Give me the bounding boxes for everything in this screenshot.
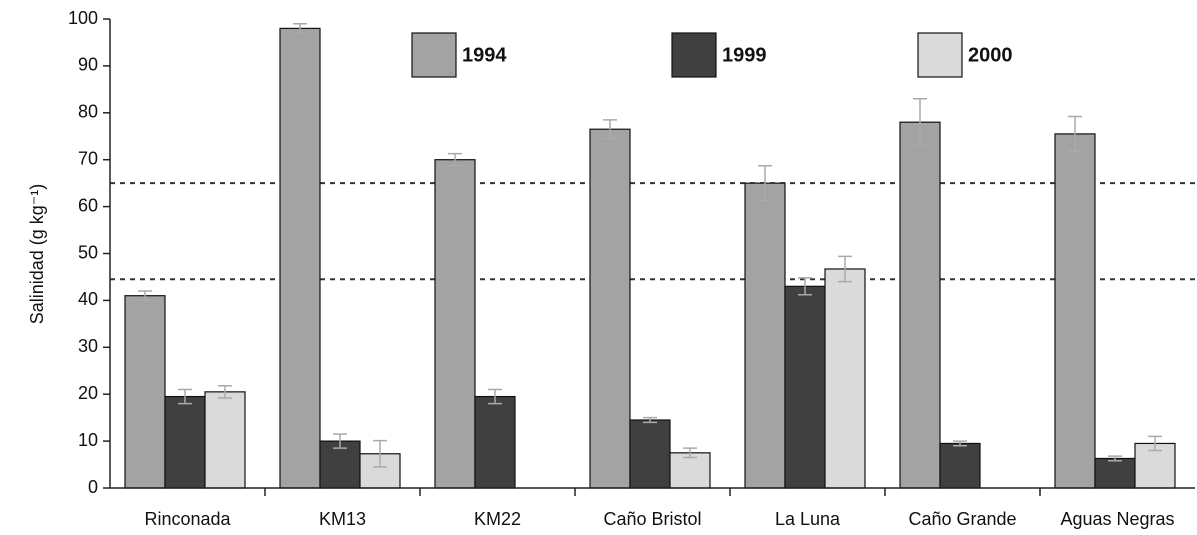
x-tick-label: Caño Bristol: [603, 509, 701, 529]
x-tick-label: KM22: [474, 509, 521, 529]
bar: [824, 268, 866, 489]
y-tick-label: 0: [88, 477, 98, 497]
x-tick-label: Caño Grande: [908, 509, 1016, 529]
x-tick-label: La Luna: [775, 509, 841, 529]
y-tick-label: 70: [78, 148, 98, 168]
bar: [899, 121, 941, 489]
x-tick-label: Aguas Negras: [1060, 509, 1174, 529]
error-bar: [643, 416, 657, 424]
error-bar: [913, 97, 927, 147]
legend-label: 1999: [722, 44, 767, 66]
y-tick-label: 50: [78, 242, 98, 262]
bar: [589, 128, 631, 489]
error-bar: [603, 119, 617, 140]
error-bar: [1148, 435, 1162, 452]
error-bar: [953, 440, 967, 447]
legend-swatch: [917, 32, 963, 78]
error-bar: [178, 388, 192, 405]
error-bar: [1068, 115, 1082, 153]
error-bar: [218, 385, 232, 399]
legend-swatch: [671, 32, 717, 78]
y-tick-label: 60: [78, 195, 98, 215]
error-bar: [838, 255, 852, 283]
error-bar: [798, 277, 812, 296]
y-tick-label: 100: [68, 8, 98, 28]
bar: [669, 452, 711, 489]
bar: [744, 182, 786, 489]
bar: [629, 419, 671, 489]
x-tick-label: Rinconada: [144, 509, 231, 529]
legend-label: 2000: [968, 44, 1013, 66]
bar: [784, 285, 826, 489]
bar: [124, 295, 166, 489]
bar: [204, 391, 246, 489]
error-bar: [683, 447, 697, 459]
bar: [434, 159, 476, 489]
y-tick-label: 20: [78, 383, 98, 403]
error-bar: [138, 290, 152, 302]
error-bar: [373, 439, 387, 468]
error-bar: [448, 152, 462, 167]
bar: [279, 27, 321, 489]
legend-label: 1994: [462, 44, 507, 66]
bar: [1094, 457, 1136, 489]
bar: [474, 395, 516, 489]
bar: [1054, 133, 1096, 489]
bar: [939, 442, 981, 489]
error-bar: [758, 165, 772, 202]
y-tick-label: 90: [78, 55, 98, 75]
y-tick-label: 40: [78, 289, 98, 309]
x-tick-label: KM13: [319, 509, 366, 529]
error-bar: [488, 388, 502, 405]
y-axis-label: Salinidad (g kg⁻¹): [27, 184, 47, 325]
error-bar: [293, 22, 307, 34]
bar: [164, 395, 206, 489]
error-bar: [1108, 455, 1122, 462]
y-tick-label: 80: [78, 102, 98, 122]
legend-swatch: [411, 32, 457, 78]
error-bar: [333, 433, 347, 449]
y-tick-label: 30: [78, 336, 98, 356]
y-tick-label: 10: [78, 430, 98, 450]
